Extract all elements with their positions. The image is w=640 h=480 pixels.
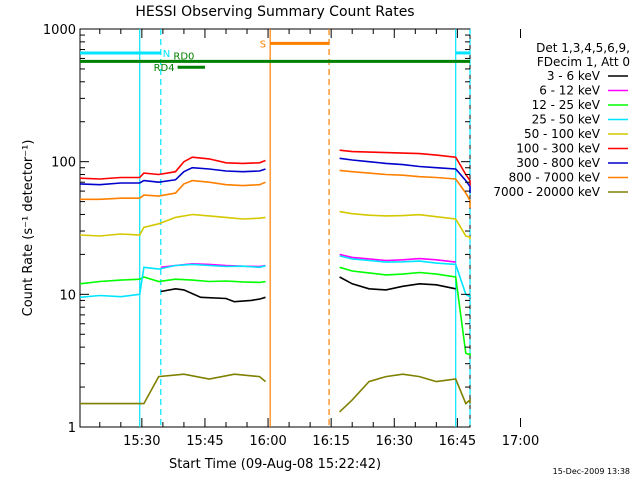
series-line-300-800-kev bbox=[79, 157, 471, 194]
legend-label: 300 - 800 keV bbox=[516, 156, 600, 170]
legend-label: 3 - 6 keV bbox=[547, 69, 601, 83]
x-tick-label: 16:15 bbox=[312, 434, 349, 449]
flag-label-rd4: RD4 bbox=[154, 63, 175, 74]
flag-label-rd0: RD0 bbox=[173, 51, 194, 62]
x-tick-label: 16:00 bbox=[249, 434, 286, 449]
y-tick-label: 1000 bbox=[43, 23, 76, 38]
legend-label: 12 - 25 keV bbox=[532, 98, 601, 112]
plot-area bbox=[79, 28, 471, 428]
flag-label-n: N bbox=[163, 49, 170, 60]
y-tick-label: 1 bbox=[68, 421, 76, 436]
series-line-3-6-kev bbox=[160, 276, 456, 303]
flag-label-s: S bbox=[260, 39, 266, 50]
legend-label: 25 - 50 keV bbox=[532, 113, 601, 127]
y-tick-label: 10 bbox=[59, 288, 76, 303]
legend-label: 800 - 7000 keV bbox=[509, 171, 601, 185]
legend-label: 100 - 300 keV bbox=[516, 142, 600, 156]
series-line-50-100-kev bbox=[79, 210, 471, 240]
x-axis: 15:30 15:45 16:00 16:15 16:30 16:45 17:00 bbox=[99, 29, 539, 449]
series-line-12-25-kev bbox=[79, 266, 471, 356]
series-line-100-300-kev bbox=[79, 149, 471, 186]
y-axis: 1 10 100 1000 bbox=[43, 23, 470, 436]
series-line-25-50-kev bbox=[79, 255, 471, 299]
x-axis-label: Start Time (09-Aug-08 15:22:42) bbox=[169, 457, 381, 472]
y-tick-label: 100 bbox=[51, 156, 76, 171]
x-tick-label: 16:30 bbox=[376, 434, 413, 449]
x-tick-label: 16:45 bbox=[439, 434, 476, 449]
timestamp: 15-Dec-2009 13:38 bbox=[553, 467, 630, 476]
x-tick-label: 15:45 bbox=[186, 434, 223, 449]
legend-label: 6 - 12 keV bbox=[539, 84, 601, 98]
legend-header-line-2: FDecim 1, Att 0 bbox=[537, 55, 630, 69]
legend: Det 1,3,4,5,6,9, FDecim 1, Att 0 3 - 6 k… bbox=[493, 41, 630, 199]
x-tick-label: 17:00 bbox=[502, 434, 539, 449]
legend-header-line-1: Det 1,3,4,5,6,9, bbox=[536, 41, 630, 55]
y-axis-label: Count Rate (s⁻¹ detector⁻¹) bbox=[21, 140, 36, 317]
legend-label: 7000 - 20000 keV bbox=[493, 185, 600, 199]
series-layer bbox=[79, 149, 471, 413]
plot-frame bbox=[79, 28, 471, 428]
series-line-7000-20000-kev bbox=[80, 373, 471, 413]
vertical-markers bbox=[139, 29, 471, 427]
x-tick-label: 15:30 bbox=[123, 434, 160, 449]
legend-label: 50 - 100 keV bbox=[524, 127, 601, 141]
chart-title: HESSI Observing Summary Count Rates bbox=[135, 4, 414, 20]
